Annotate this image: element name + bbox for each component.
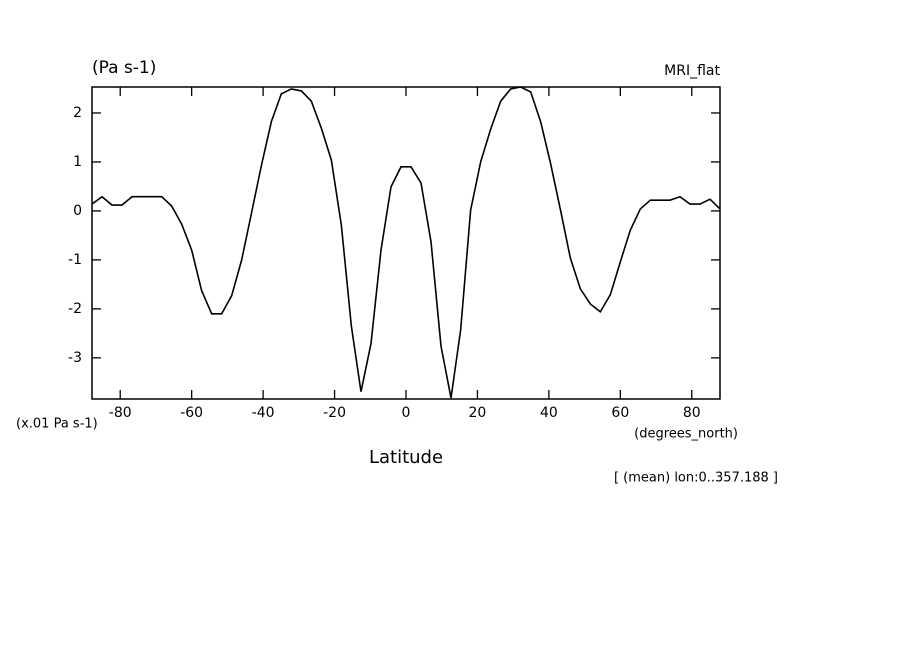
x-tick-label: 0: [402, 405, 411, 421]
x-tick-label: 20: [469, 405, 487, 421]
y-tick-label: 1: [73, 154, 82, 170]
x-tick-label: -40: [252, 405, 275, 421]
y-unit-label: (x.01 Pa s-1): [16, 417, 98, 432]
y-tick-label: 0: [73, 203, 82, 219]
x-tick-label: 80: [683, 405, 701, 421]
x-tick-label: -80: [109, 405, 132, 421]
y-tick-label: -1: [68, 252, 82, 268]
x-tick-label: -20: [323, 405, 346, 421]
chart-subtitle: MRI_flat: [664, 63, 720, 79]
x-unit-label: (degrees_north): [634, 427, 738, 442]
annotation: [ (mean) lon:0..357.188 ]: [614, 471, 778, 486]
x-tick-label: 40: [540, 405, 558, 421]
x-tick-label: -60: [180, 405, 203, 421]
x-axis-title: Latitude: [369, 447, 443, 468]
y-tick-label: -2: [68, 301, 82, 317]
x-tick-label: 60: [611, 405, 629, 421]
chart-title: (Pa s-1): [92, 58, 156, 78]
data-line: [91, 86, 721, 399]
y-tick-label: -3: [68, 350, 82, 366]
y-tick-label: 2: [73, 105, 82, 121]
